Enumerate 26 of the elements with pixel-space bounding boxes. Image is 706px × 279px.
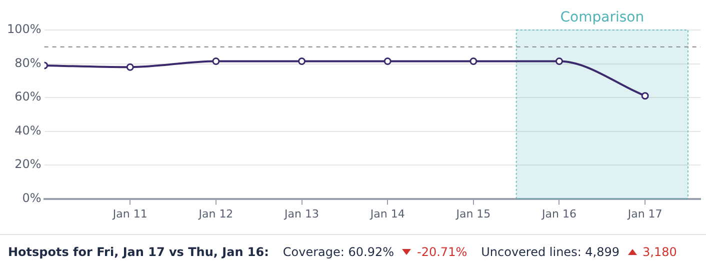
text: Coverage: 60.92% <box>282 245 394 259</box>
point <box>556 57 563 65</box>
y-tick-label: 80% <box>14 56 42 70</box>
point <box>126 63 134 71</box>
point <box>212 57 220 65</box>
x-tick-label: Jan 11 <box>112 207 148 220</box>
point <box>641 92 649 100</box>
point <box>470 57 478 65</box>
y-tick-label: 20% <box>14 157 42 172</box>
point <box>384 57 392 65</box>
x-tick-label: Jan 14 <box>369 207 405 220</box>
y-tick-label: 60% <box>14 90 42 104</box>
text: Hotspots for Fri, Jan 17 vs Thu, Jan 16: <box>8 245 269 259</box>
band-label: Comparison <box>560 10 644 26</box>
point <box>298 57 306 65</box>
x-tick-label: Jan 15 <box>455 207 491 220</box>
x-tick-label: Jan 12 <box>198 207 234 220</box>
y-tick-label: 100% <box>6 22 42 36</box>
x-tick-label: Jan 13 <box>284 207 320 220</box>
x-tick-label: Jan 16 <box>541 207 576 220</box>
text: Uncovered lines: 4,899 <box>481 245 620 259</box>
y-tick-label: 0% <box>22 190 42 205</box>
x-tick-label: Jan 17 <box>626 207 662 220</box>
text: -20.71% <box>417 245 468 259</box>
y-tick-label: 40% <box>14 123 42 138</box>
text: 3,180 <box>642 245 677 259</box>
